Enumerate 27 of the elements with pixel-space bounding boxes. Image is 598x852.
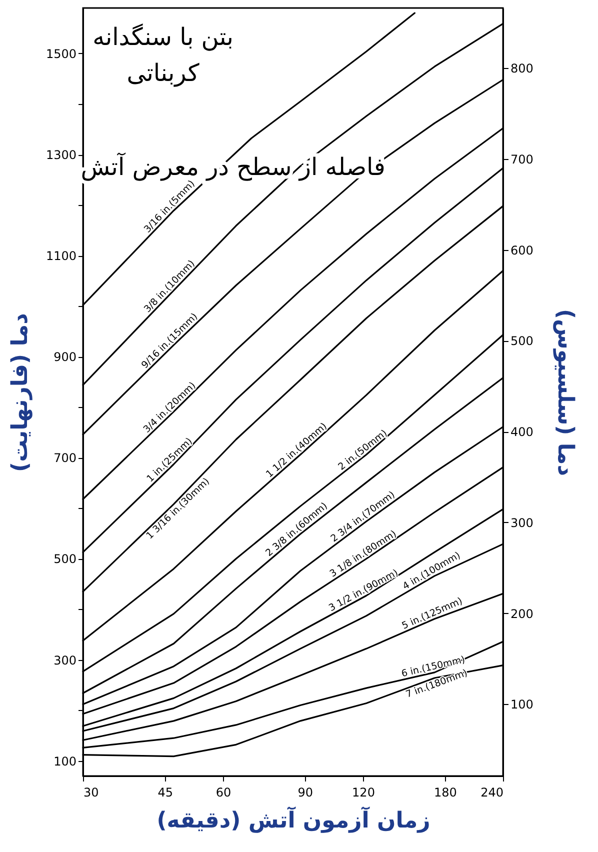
y-tick-label: 1100 <box>46 249 76 264</box>
y2-tick-label: 700 <box>510 152 534 166</box>
annotation: بتن با سنگدانه کربناتی <box>92 23 234 87</box>
y-tick-label: 900 <box>54 350 76 364</box>
x-tick-label: 30 <box>84 786 99 800</box>
y2-axis-title: دما (سلسیوس) <box>552 308 578 476</box>
x-tick-label: 60 <box>216 786 232 800</box>
y-tick-label: 100 <box>54 754 76 768</box>
y-tick-label: 1500 <box>46 46 76 61</box>
x-tick-label: 90 <box>298 786 314 800</box>
y2-tick-label: 100 <box>510 698 534 712</box>
x-tick-label: 45 <box>158 786 174 800</box>
y2-tick-label: 800 <box>510 61 534 76</box>
x-tick-label: 120 <box>352 786 375 800</box>
y-axis-title: دما (فارنهایت) <box>8 313 33 472</box>
y2-tick-label: 500 <box>510 334 534 348</box>
y2-tick-label: 400 <box>510 425 534 440</box>
y2-tick-label: 600 <box>510 243 534 258</box>
y-tick-label: 1300 <box>46 148 76 162</box>
y2-tick-label: 200 <box>510 606 534 621</box>
y-tick-label: 500 <box>54 552 76 566</box>
y-tick-label: 700 <box>54 451 76 466</box>
x-tick-label: 240 <box>480 786 504 800</box>
y-tick-label: 300 <box>54 653 76 668</box>
x-axis-title: زمان آزمون آتش (دقیقه) <box>156 806 430 834</box>
x-tick-label: 180 <box>434 786 457 800</box>
y2-tick-label: 300 <box>510 516 534 530</box>
